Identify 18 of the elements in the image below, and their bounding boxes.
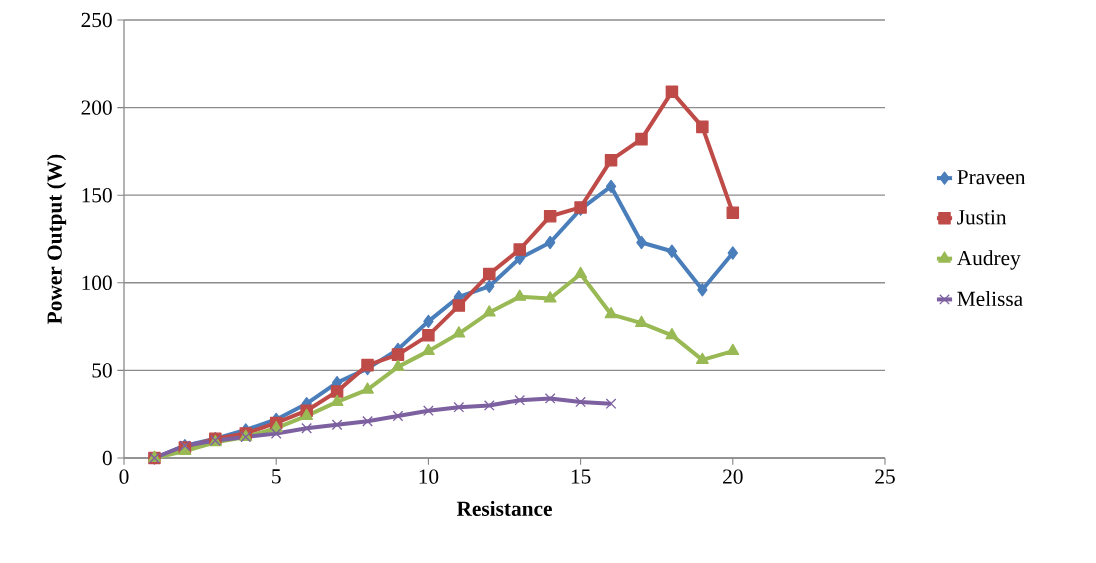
legend-label: Praveen (957, 170, 1026, 185)
x-tick-label: 25 (875, 469, 895, 484)
y-axis-title: Power Output (W) (46, 154, 67, 324)
y-tick-label: 0 (102, 450, 112, 466)
x-tick-label: 10 (419, 469, 439, 484)
y-tick-label: 150 (82, 188, 112, 203)
x-tick-label: 15 (571, 469, 591, 484)
x-axis-title: Resistance (456, 500, 552, 516)
y-tick-label: 200 (81, 100, 112, 115)
legend-label: Melissa (957, 291, 1023, 307)
y-tick-label: 50 (92, 363, 112, 378)
legend-label: Justin (957, 210, 1007, 225)
y-tick-label: 100 (82, 275, 112, 290)
x-tick-label: 0 (119, 469, 129, 484)
x-tick-label: 20 (723, 469, 743, 484)
y-tick-label: 250 (81, 12, 112, 28)
legend-label: Audrey (956, 250, 1021, 270)
x-tick-label: 5 (272, 469, 281, 484)
